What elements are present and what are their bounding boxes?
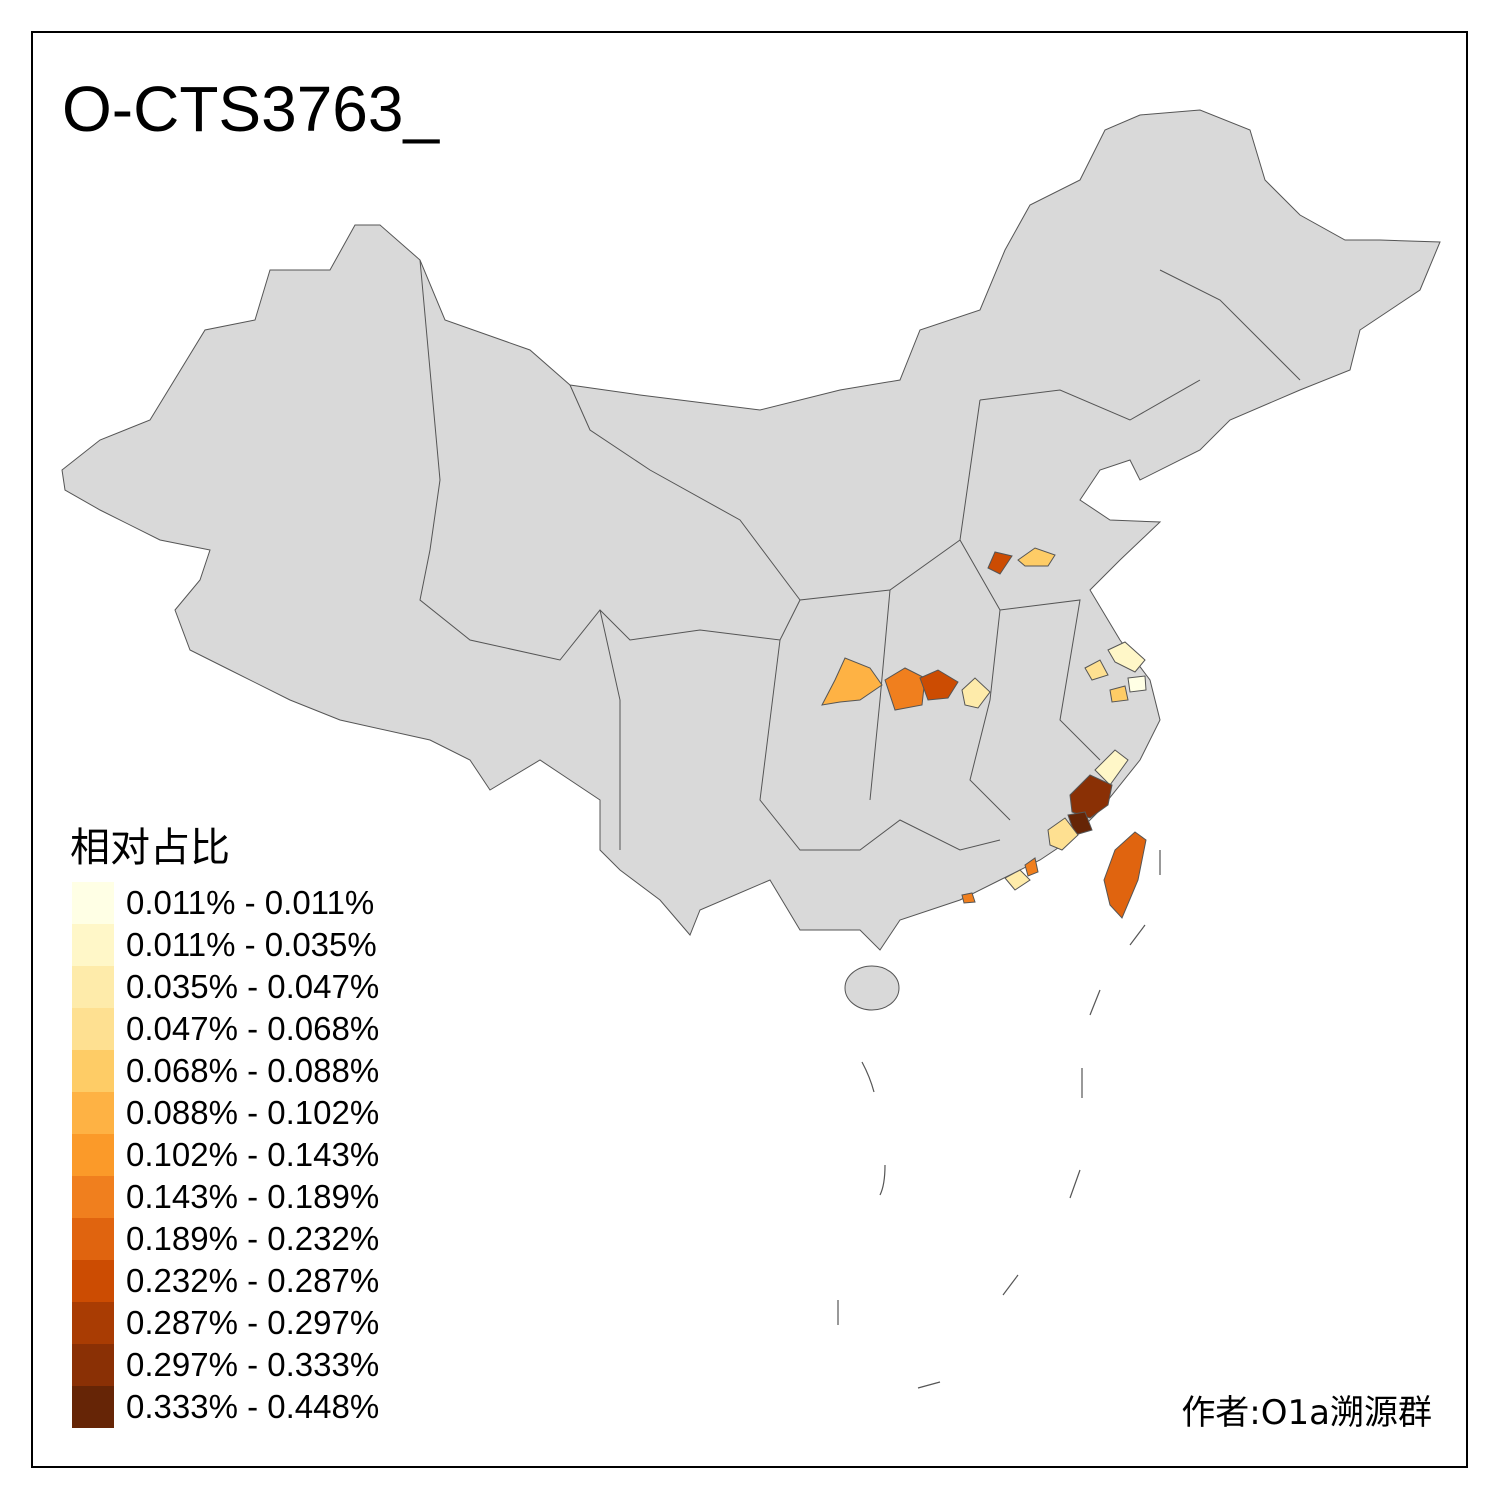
legend-swatch bbox=[72, 1092, 114, 1134]
legend-label: 0.102% - 0.143% bbox=[126, 1136, 380, 1173]
region-fujian-north[interactable] bbox=[1069, 774, 1113, 819]
region-guangdong-west[interactable] bbox=[961, 892, 976, 904]
legend-label: 0.333% - 0.448% bbox=[126, 1388, 380, 1425]
legend-swatch bbox=[72, 1050, 114, 1092]
region-guangdong-east[interactable] bbox=[1004, 869, 1031, 891]
author-credit: 作者:O1a溯源群 bbox=[1181, 1393, 1432, 1433]
legend-swatch bbox=[72, 1218, 114, 1260]
legend-swatch bbox=[72, 1302, 114, 1344]
legend-swatch bbox=[72, 1008, 114, 1050]
legend-item: 0.102% - 0.143% bbox=[72, 1134, 379, 1176]
region-hubei-east[interactable] bbox=[961, 677, 991, 709]
taiwan[interactable] bbox=[1103, 831, 1147, 919]
legend-item: 0.189% - 0.232% bbox=[72, 1218, 379, 1260]
legend-swatch bbox=[72, 1344, 114, 1386]
legend-label: 0.189% - 0.232% bbox=[126, 1220, 380, 1257]
legend-swatch bbox=[72, 1386, 114, 1428]
region-guangdong-shantou[interactable] bbox=[1024, 857, 1039, 877]
legend-swatch bbox=[72, 1260, 114, 1302]
region-hubei-mid[interactable] bbox=[919, 669, 959, 701]
legend-swatch bbox=[72, 1176, 114, 1218]
south-china-sea-islands bbox=[837, 850, 1161, 1389]
region-fujian-south[interactable] bbox=[1047, 817, 1079, 851]
legend-swatch bbox=[72, 1134, 114, 1176]
legend-label: 0.047% - 0.068% bbox=[126, 1010, 380, 1047]
map-title: O-CTS3763_ bbox=[62, 73, 440, 145]
region-shaanxi-south[interactable] bbox=[821, 657, 883, 706]
legend-label: 0.088% - 0.102% bbox=[126, 1094, 380, 1131]
legend-label: 0.232% - 0.287% bbox=[126, 1262, 380, 1299]
legend-label: 0.143% - 0.189% bbox=[126, 1178, 380, 1215]
legend-item: 0.333% - 0.448% bbox=[72, 1386, 379, 1428]
legend-title: 相对占比 bbox=[70, 825, 230, 871]
legend-swatch bbox=[72, 882, 114, 924]
province-borders bbox=[419, 259, 1301, 851]
china-mainland[interactable] bbox=[61, 109, 1441, 951]
map-frame bbox=[31, 31, 1468, 1468]
legend-item: 0.047% - 0.068% bbox=[72, 1008, 379, 1050]
region-zhejiang[interactable] bbox=[1109, 685, 1129, 703]
legend-item: 0.143% - 0.189% bbox=[72, 1176, 379, 1218]
region-shanghai[interactable] bbox=[1127, 675, 1147, 693]
region-shandong-west[interactable] bbox=[1017, 547, 1056, 567]
legend-label: 0.297% - 0.333% bbox=[126, 1346, 380, 1383]
legend-item: 0.232% - 0.287% bbox=[72, 1260, 379, 1302]
legend-item: 0.297% - 0.333% bbox=[72, 1344, 379, 1386]
hainan[interactable] bbox=[844, 965, 900, 1011]
legend-item: 0.088% - 0.102% bbox=[72, 1092, 379, 1134]
legend-item: 0.011% - 0.011% bbox=[72, 882, 379, 924]
legend-label: 0.287% - 0.297% bbox=[126, 1304, 380, 1341]
legend-item: 0.287% - 0.297% bbox=[72, 1302, 379, 1344]
legend-swatch bbox=[72, 924, 114, 966]
legend-item: 0.035% - 0.047% bbox=[72, 966, 379, 1008]
legend-item: 0.068% - 0.088% bbox=[72, 1050, 379, 1092]
region-anhui[interactable] bbox=[1084, 659, 1109, 681]
legend-label: 0.035% - 0.047% bbox=[126, 968, 380, 1005]
legend-label: 0.011% - 0.035% bbox=[126, 926, 377, 963]
legend-label: 0.068% - 0.088% bbox=[126, 1052, 380, 1089]
region-henan-north[interactable] bbox=[987, 551, 1013, 575]
region-jiangsu[interactable] bbox=[1107, 641, 1146, 673]
legend-swatch bbox=[72, 966, 114, 1008]
legend-item: 0.011% - 0.035% bbox=[72, 924, 379, 966]
legend: 0.011% - 0.011% 0.011% - 0.035% 0.035% - 0… bbox=[72, 882, 379, 1428]
region-hubei-west[interactable] bbox=[884, 667, 926, 711]
region-zhejiang-south[interactable] bbox=[1094, 749, 1129, 786]
legend-label: 0.011% - 0.011% bbox=[126, 884, 375, 921]
